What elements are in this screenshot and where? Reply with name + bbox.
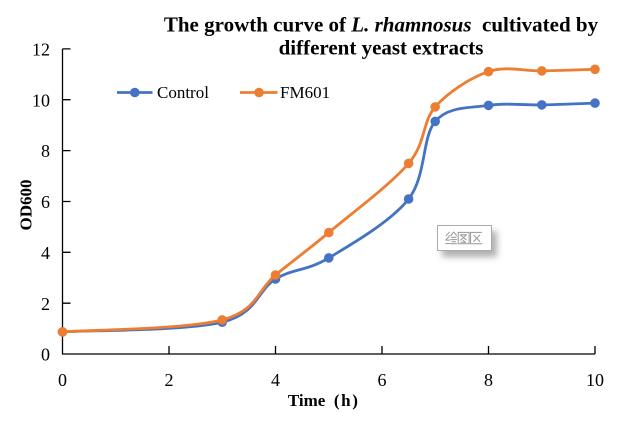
svg-text:10: 10 — [586, 370, 604, 390]
svg-text:(h): (h) — [334, 391, 360, 410]
svg-text:6: 6 — [41, 192, 50, 212]
svg-text:different yeast extracts: different yeast extracts — [279, 36, 484, 60]
svg-text:Time: Time — [288, 391, 326, 410]
svg-text:OD600: OD600 — [17, 180, 36, 231]
svg-text:12: 12 — [32, 40, 50, 60]
svg-text:0: 0 — [58, 370, 67, 390]
svg-text:2: 2 — [41, 294, 50, 314]
svg-text:8: 8 — [484, 370, 493, 390]
svg-text:4: 4 — [41, 243, 50, 263]
svg-text:FM601: FM601 — [280, 83, 330, 102]
svg-text:10: 10 — [32, 90, 50, 110]
svg-text:4: 4 — [271, 370, 280, 390]
svg-text:Control: Control — [157, 83, 209, 102]
svg-text:0: 0 — [41, 345, 50, 365]
svg-text:6: 6 — [378, 370, 387, 390]
svg-text:8: 8 — [41, 141, 50, 161]
svg-text:2: 2 — [165, 370, 174, 390]
svg-text:The growth curve of L. rhamnos: The growth curve of L. rhamnosus cultiva… — [164, 13, 599, 37]
